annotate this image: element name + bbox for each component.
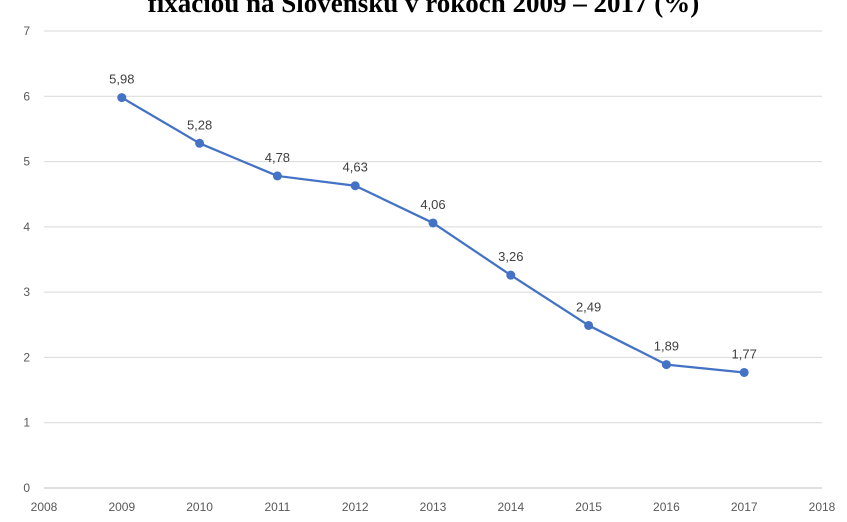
data-label-2009: 5,98 — [109, 72, 134, 87]
x-tick-label-2018: 2018 — [809, 500, 836, 514]
data-label-2011: 4,78 — [265, 150, 290, 165]
x-tick-label-2012: 2012 — [342, 500, 369, 514]
data-point-2017 — [739, 367, 749, 377]
data-point-2013 — [428, 218, 438, 228]
x-tick-label-2017: 2017 — [731, 500, 758, 514]
y-tick-label-3: 3 — [23, 285, 30, 299]
x-tick-label-2016: 2016 — [653, 500, 680, 514]
data-point-2010 — [195, 138, 205, 148]
data-point-2015 — [584, 320, 594, 330]
data-point-2014 — [506, 270, 516, 280]
y-tick-label-1: 1 — [23, 416, 30, 430]
chart-title: fixáciou na Slovensku v rokoch 2009 – 20… — [147, 0, 700, 18]
data-point-2011 — [272, 171, 282, 181]
x-tick-label-2011: 2011 — [264, 500, 290, 514]
series-line-0 — [121, 96, 745, 374]
y-tick-label-2: 2 — [23, 350, 30, 364]
y-tick-label-6: 6 — [23, 89, 30, 103]
y-tick-label-4: 4 — [23, 220, 30, 234]
x-tick-label-2008: 2008 — [31, 500, 58, 514]
data-label-2010: 5,28 — [187, 117, 212, 132]
data-label-2013: 4,06 — [420, 197, 445, 212]
data-point-2016 — [661, 360, 671, 370]
data-label-2017: 1,77 — [732, 346, 757, 361]
x-tick-label-2013: 2013 — [420, 500, 447, 514]
data-label-2015: 2,49 — [576, 299, 601, 314]
data-point-2012 — [350, 181, 360, 191]
y-tick-label-7: 7 — [23, 24, 30, 38]
data-label-2012: 4,63 — [343, 160, 368, 175]
y-tick-label-5: 5 — [23, 155, 30, 169]
y-tick-label-0: 0 — [23, 481, 30, 495]
x-tick-label-2015: 2015 — [575, 500, 602, 514]
data-label-2014: 3,26 — [498, 249, 523, 264]
x-tick-label-2010: 2010 — [186, 500, 213, 514]
x-tick-label-2014: 2014 — [497, 500, 524, 514]
data-label-2016: 1,89 — [654, 339, 679, 354]
x-tick-label-2009: 2009 — [108, 500, 135, 514]
data-point-2009 — [117, 93, 127, 103]
